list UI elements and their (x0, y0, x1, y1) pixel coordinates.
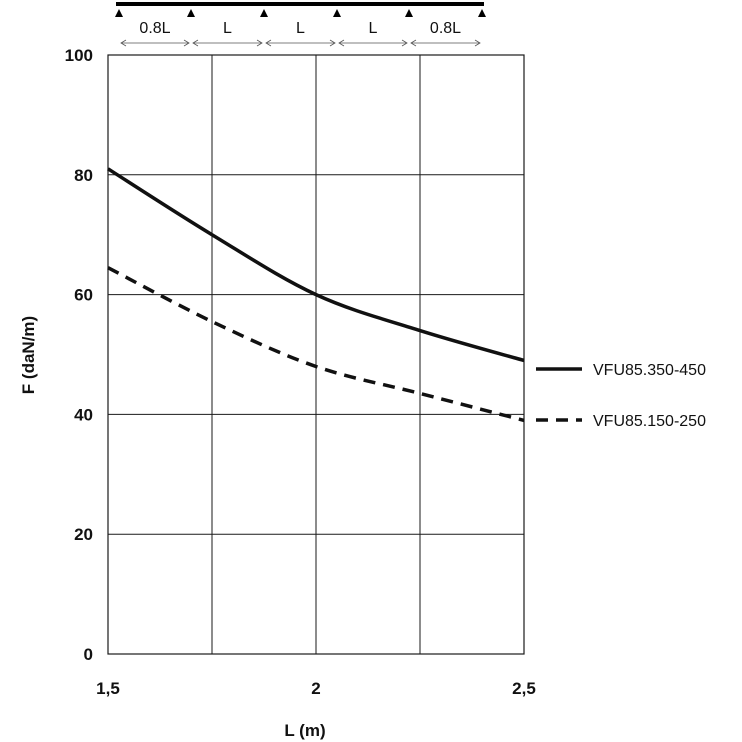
y-tick-label: 100 (65, 46, 93, 65)
y-tick-label: 0 (84, 645, 93, 664)
support-triangle (405, 9, 413, 17)
dimension-arrow (183, 39, 190, 47)
legend-label: VFU85.350-450 (593, 362, 706, 379)
dimension-arrow (120, 39, 127, 47)
x-tick-label: 2,5 (512, 679, 536, 698)
y-tick-label: 20 (74, 525, 93, 544)
support-triangle (333, 9, 341, 17)
y-axis-title: F (daN/m) (19, 316, 38, 394)
span-label: L (223, 20, 232, 37)
dimension-arrow (410, 39, 417, 47)
span-label: L (369, 20, 378, 37)
span-diagram: 0.8L L L L 0.8L (115, 2, 486, 47)
dimension-arrow (474, 39, 481, 47)
grid (107, 54, 525, 655)
y-tick-labels: 0 20 40 60 80 100 (65, 46, 93, 664)
dimension-arrow (256, 39, 263, 47)
x-tick-label: 2 (311, 679, 320, 698)
y-tick-label: 40 (74, 405, 93, 424)
dimension-arrow (401, 39, 408, 47)
support-triangle (478, 9, 486, 17)
dimension-arrow (338, 39, 345, 47)
y-tick-label: 80 (74, 166, 93, 185)
legend: VFU85.350-450 VFU85.150-250 (536, 362, 706, 430)
plot-frame (107, 54, 525, 655)
dimension-arrow (329, 39, 336, 47)
supports (115, 9, 486, 17)
support-triangle (187, 9, 195, 17)
x-axis-title: L (m) (284, 721, 325, 740)
series-line (107, 167, 525, 363)
legend-label: VFU85.150-250 (593, 413, 706, 430)
support-triangle (260, 9, 268, 17)
series-lines (107, 167, 525, 423)
span-label: 0.8L (430, 20, 461, 37)
dimension-arrow (265, 39, 272, 47)
span-label: 0.8L (139, 20, 170, 37)
series-line (107, 266, 525, 423)
span-label: L (296, 20, 305, 37)
support-triangle (115, 9, 123, 17)
y-tick-label: 60 (74, 286, 93, 305)
span-dimensions: 0.8L L L L 0.8L (120, 20, 481, 47)
dimension-arrow (192, 39, 199, 47)
x-tick-label: 1,5 (96, 679, 120, 698)
x-tick-labels: 1,5 2 2,5 (96, 679, 536, 698)
